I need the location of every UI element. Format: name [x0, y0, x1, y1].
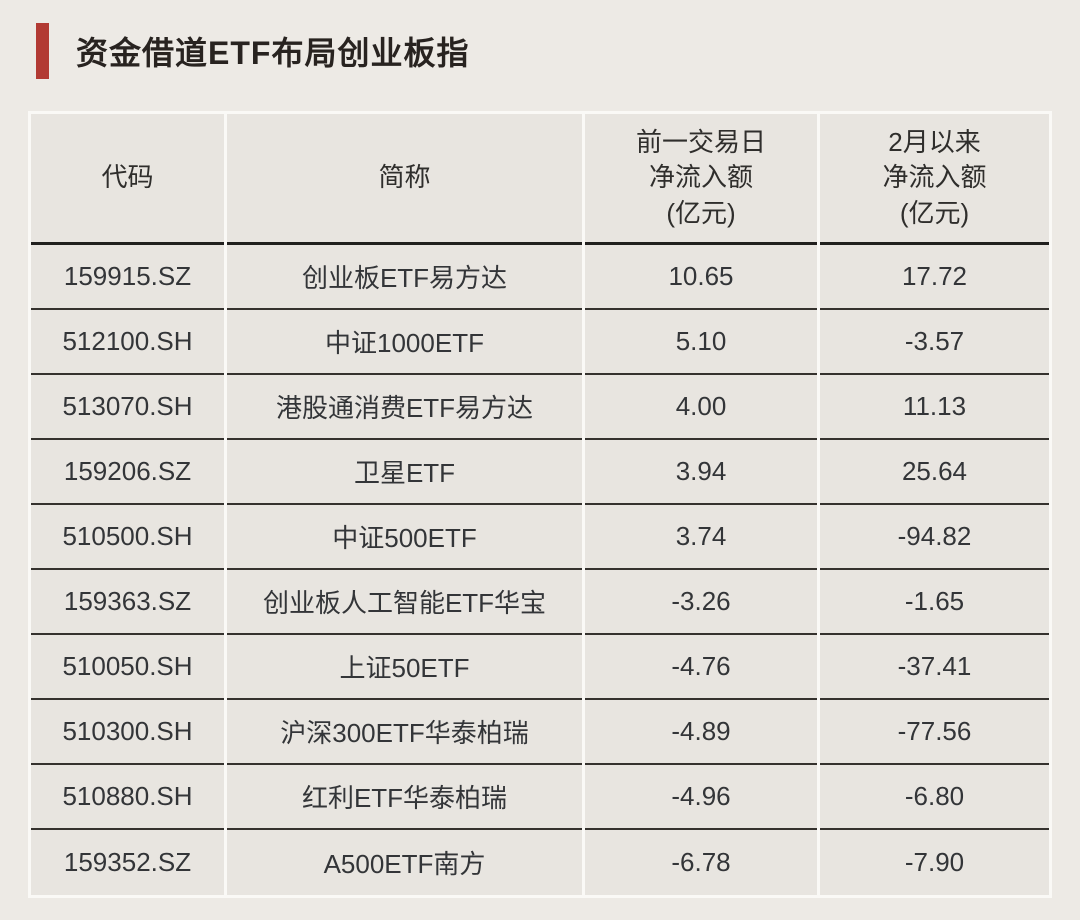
page-title: 资金借道ETF布局创业板指	[76, 35, 470, 71]
table-row-6-etf-code: 159363.SZ	[31, 570, 224, 635]
table-row-5-since-feb-net-inflow: -94.82	[820, 505, 1049, 570]
table-row-2-prev-day-net-inflow: 5.10	[585, 310, 817, 375]
table-row-9-etf-code: 510880.SH	[31, 765, 224, 830]
table-row-4-etf-code: 159206.SZ	[31, 440, 224, 505]
table-row-2-etf-name: 中证1000ETF	[227, 310, 582, 375]
table-row-9-etf-name: 红利ETF华泰柏瑞	[227, 765, 582, 830]
table-row-10-since-feb-net-inflow: -7.90	[820, 830, 1049, 895]
table-row-3-etf-code: 513070.SH	[31, 375, 224, 440]
table-row-5-etf-code: 510500.SH	[31, 505, 224, 570]
table-row-8-prev-day-net-inflow: -4.89	[585, 700, 817, 765]
page-title-row: 资金借道ETF布局创业板指	[36, 22, 469, 80]
table-row-8-etf-name: 沪深300ETF华泰柏瑞	[227, 700, 582, 765]
table-row-6-prev-day-net-inflow: -3.26	[585, 570, 817, 635]
table-row-8-etf-code: 510300.SH	[31, 700, 224, 765]
table-row-5-prev-day-net-inflow: 3.74	[585, 505, 817, 570]
etf-flow-table: 代码 简称 前一交易日 净流入额 (亿元) 2月以来 净流入额 (亿元) 159915.…	[28, 111, 1052, 898]
column-header-prev-day-net-inflow: 前一交易日 净流入额 (亿元)	[585, 114, 817, 245]
table-row-3-etf-name: 港股通消费ETF易方达	[227, 375, 582, 440]
table-row-10-etf-name: A500ETF南方	[227, 830, 582, 895]
column-header-since-feb-net-inflow: 2月以来 净流入额 (亿元)	[820, 114, 1049, 245]
table-row-7-etf-name: 上证50ETF	[227, 635, 582, 700]
table-row-1-etf-code: 159915.SZ	[31, 245, 224, 310]
table-row-7-since-feb-net-inflow: -37.41	[820, 635, 1049, 700]
table-row-6-since-feb-net-inflow: -1.65	[820, 570, 1049, 635]
table-row-3-since-feb-net-inflow: 11.13	[820, 375, 1049, 440]
table-row-4-since-feb-net-inflow: 25.64	[820, 440, 1049, 505]
etf-flow-table-grid: 代码 简称 前一交易日 净流入额 (亿元) 2月以来 净流入额 (亿元) 159915.…	[31, 114, 1049, 895]
table-row-7-prev-day-net-inflow: -4.76	[585, 635, 817, 700]
table-row-2-since-feb-net-inflow: -3.57	[820, 310, 1049, 375]
table-row-1-prev-day-net-inflow: 10.65	[585, 245, 817, 310]
column-header-etf-name: 简称	[227, 114, 582, 245]
table-row-8-since-feb-net-inflow: -77.56	[820, 700, 1049, 765]
table-row-1-etf-name: 创业板ETF易方达	[227, 245, 582, 310]
table-row-1-since-feb-net-inflow: 17.72	[820, 245, 1049, 310]
title-accent-bar	[36, 23, 49, 79]
table-row-9-since-feb-net-inflow: -6.80	[820, 765, 1049, 830]
table-row-5-etf-name: 中证500ETF	[227, 505, 582, 570]
table-row-4-etf-name: 卫星ETF	[227, 440, 582, 505]
table-row-7-etf-code: 510050.SH	[31, 635, 224, 700]
table-row-9-prev-day-net-inflow: -4.96	[585, 765, 817, 830]
table-row-10-etf-code: 159352.SZ	[31, 830, 224, 895]
table-row-6-etf-name: 创业板人工智能ETF华宝	[227, 570, 582, 635]
column-header-etf-code: 代码	[31, 114, 224, 245]
table-row-2-etf-code: 512100.SH	[31, 310, 224, 375]
table-row-4-prev-day-net-inflow: 3.94	[585, 440, 817, 505]
table-row-3-prev-day-net-inflow: 4.00	[585, 375, 817, 440]
table-row-10-prev-day-net-inflow: -6.78	[585, 830, 817, 895]
